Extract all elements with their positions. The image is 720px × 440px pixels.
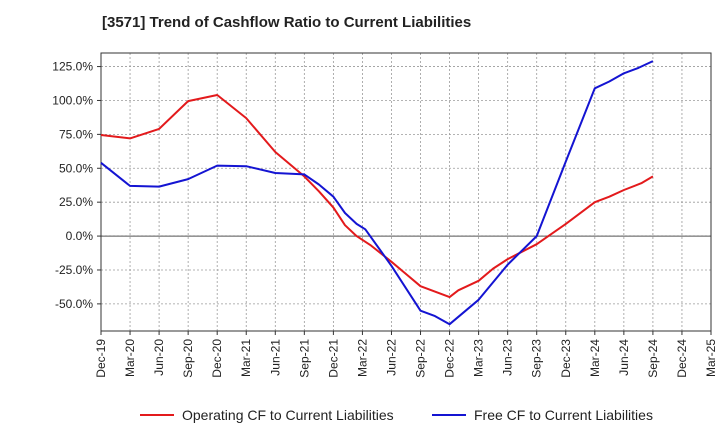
legend-label-operating-cf: Operating CF to Current Liabilities bbox=[182, 407, 394, 423]
x-tick-label: Sep-23 bbox=[530, 339, 544, 378]
y-tick-label: 100.0% bbox=[52, 93, 93, 107]
x-tick-label: Dec-19 bbox=[94, 339, 108, 378]
x-tick-label: Dec-21 bbox=[326, 339, 340, 378]
y-tick-label: 25.0% bbox=[59, 195, 93, 209]
x-tick-label: Sep-24 bbox=[646, 339, 660, 378]
x-tick-label: Mar-22 bbox=[355, 339, 369, 377]
y-tick-label: 75.0% bbox=[59, 127, 93, 141]
x-tick-label: Mar-24 bbox=[588, 339, 602, 377]
legend-swatch-free-cf bbox=[432, 414, 466, 416]
x-tick-label: Sep-20 bbox=[181, 339, 195, 378]
x-tick-label: Dec-20 bbox=[210, 339, 224, 378]
legend-label-free-cf: Free CF to Current Liabilities bbox=[474, 407, 653, 423]
y-tick-label: 50.0% bbox=[59, 161, 93, 175]
legend-item-free-cf: Free CF to Current Liabilities bbox=[432, 405, 653, 425]
x-tick-label: Mar-25 bbox=[704, 339, 718, 377]
grid-layer bbox=[100, 53, 712, 331]
x-tick-label: Jun-23 bbox=[501, 339, 515, 376]
legend-item-operating-cf: Operating CF to Current Liabilities bbox=[140, 405, 394, 425]
x-tick-label: Jun-24 bbox=[617, 339, 631, 376]
y-tick-label: 0.0% bbox=[66, 229, 94, 243]
series-line-1 bbox=[100, 60, 654, 326]
label-layer: 125.0% 100.0% 75.0% 50.0% 25.0% 0.0% -25.0% -50… bbox=[52, 60, 718, 378]
x-tick-label: Dec-22 bbox=[443, 339, 457, 378]
x-tick-label: Sep-21 bbox=[297, 339, 311, 378]
legend-swatch-operating-cf bbox=[140, 414, 174, 416]
plot-frame bbox=[100, 52, 712, 332]
x-tick-label: Jun-20 bbox=[152, 339, 166, 376]
series-layer bbox=[100, 60, 654, 326]
chart-title: [3571] Trend of Cashflow Ratio to Curren… bbox=[102, 14, 472, 31]
x-tick-label: Mar-20 bbox=[123, 339, 137, 377]
axis-layer bbox=[97, 52, 712, 335]
x-tick-label: Mar-23 bbox=[472, 339, 486, 377]
y-tick-label: 125.0% bbox=[52, 60, 93, 74]
series-line-0 bbox=[100, 94, 654, 299]
x-tick-label: Dec-24 bbox=[675, 339, 689, 378]
x-tick-label: Sep-22 bbox=[414, 339, 428, 378]
x-tick-label: Dec-23 bbox=[559, 339, 573, 378]
legend: Operating CF to Current Liabilities Free… bbox=[0, 405, 720, 425]
x-tick-label: Jun-21 bbox=[268, 339, 282, 376]
x-tick-label: Mar-21 bbox=[239, 339, 253, 377]
y-tick-label: -50.0% bbox=[55, 297, 93, 311]
x-tick-label: Jun-22 bbox=[384, 339, 398, 376]
y-tick-label: -25.0% bbox=[55, 263, 93, 277]
